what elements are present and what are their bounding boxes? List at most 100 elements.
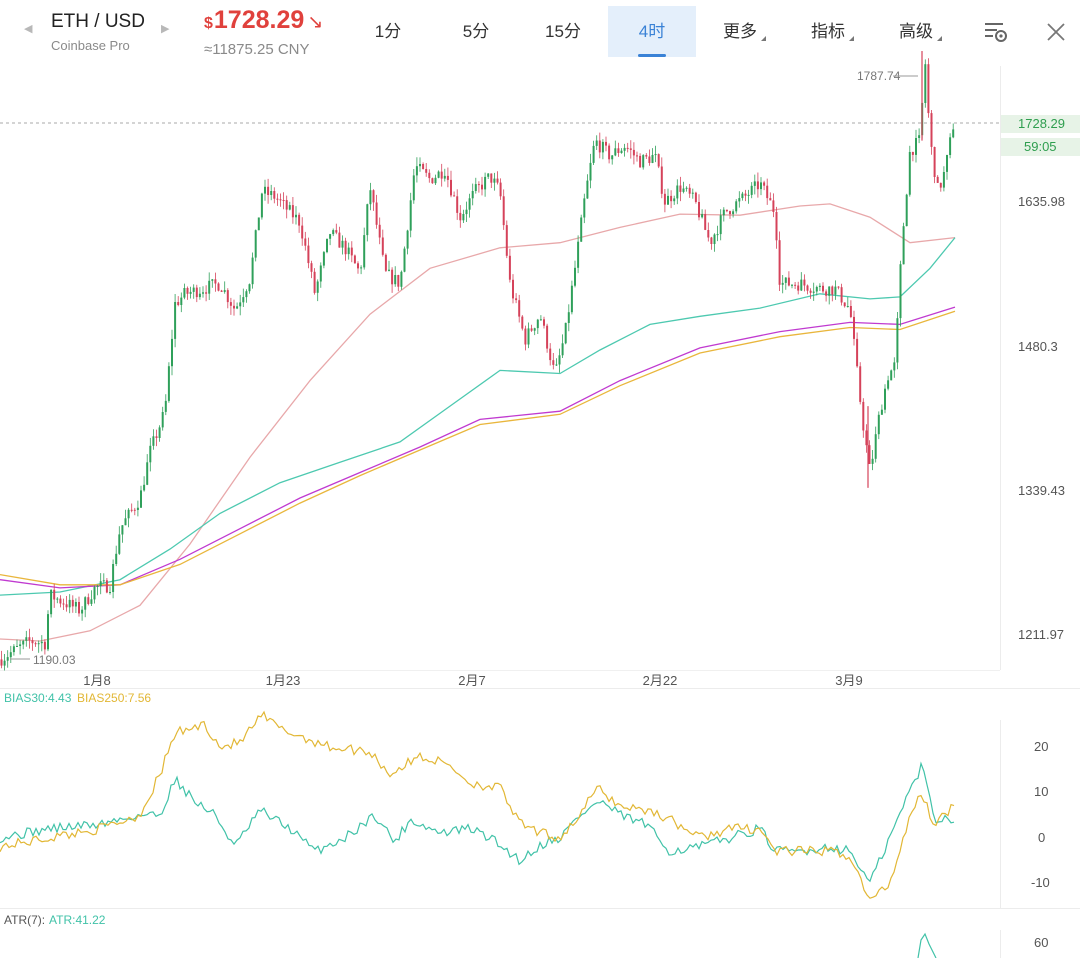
candle-body	[391, 269, 394, 285]
candle-body	[769, 198, 772, 201]
candle-body	[853, 316, 855, 339]
candle-body	[409, 200, 412, 231]
candle-body	[760, 182, 762, 190]
candle-body	[930, 113, 933, 147]
candle-body	[806, 285, 809, 291]
candle-body	[285, 200, 288, 210]
candle-body	[229, 302, 232, 306]
candle-body	[787, 277, 790, 286]
tab-5min[interactable]: 5分	[440, 6, 512, 57]
candle-body	[911, 152, 914, 155]
right-arrow-icon[interactable]: ▶	[161, 23, 170, 35]
candle-body	[552, 360, 555, 365]
candle-body	[208, 280, 211, 294]
candle-body	[394, 275, 397, 285]
candle-body	[121, 525, 124, 535]
candle-body	[645, 155, 648, 157]
candle-body	[313, 271, 316, 293]
candle-body	[803, 279, 806, 286]
candle-body	[592, 145, 595, 163]
currency-sign: $	[204, 15, 213, 32]
candle-body	[81, 609, 84, 614]
candle-body	[19, 644, 22, 646]
symbol-title[interactable]: ETH / USD	[51, 11, 145, 32]
candle-body	[797, 285, 800, 291]
chart-settings-icon[interactable]	[982, 20, 1010, 44]
tab-4h[interactable]: 4时	[608, 6, 696, 57]
tab-label: 1分	[374, 22, 402, 41]
moving-average-line	[0, 310, 956, 586]
bias-tick: 10	[1034, 784, 1048, 799]
candle-body	[397, 275, 400, 287]
candle-body	[865, 430, 868, 446]
candle-body	[428, 172, 431, 179]
candle-body	[871, 458, 874, 464]
left-arrow-icon[interactable]: ◀	[24, 23, 33, 35]
candle-body	[180, 297, 183, 305]
candle-body	[37, 643, 40, 645]
candle-body	[527, 328, 530, 345]
candle-body	[465, 209, 468, 215]
candle-body	[319, 265, 322, 282]
candle-body	[766, 185, 769, 199]
tab-advanced[interactable]: 高级	[880, 6, 952, 57]
tab-15min[interactable]: 15分	[527, 6, 599, 57]
candle-body	[273, 191, 276, 199]
tab-label: 15分	[545, 22, 581, 41]
countdown-value: 59:05	[1024, 139, 1057, 154]
candle-body	[636, 155, 638, 157]
candle-body	[744, 193, 747, 196]
candle-body	[78, 602, 80, 614]
candle-body	[561, 343, 564, 356]
candle-body	[791, 284, 793, 286]
atr-line	[917, 932, 937, 958]
tab-indicators[interactable]: 指标	[792, 6, 864, 57]
candle-body	[112, 564, 115, 592]
down-arrow-icon: ↘	[307, 12, 324, 33]
candle-body	[189, 291, 192, 294]
dropdown-corner-icon	[937, 36, 942, 41]
candle-body	[34, 643, 37, 645]
candle-body	[918, 135, 921, 138]
candle-body	[536, 319, 539, 329]
candle-body	[9, 652, 12, 658]
candle-body	[884, 388, 886, 410]
atr-legend-value: ATR:41.22	[49, 913, 106, 927]
candle-body	[304, 238, 307, 246]
candle-body	[701, 214, 704, 218]
candle-body	[719, 215, 722, 235]
candle-body	[735, 201, 738, 212]
candle-body	[233, 305, 235, 309]
candle-body	[96, 586, 99, 587]
candle-body	[99, 581, 102, 586]
bias30-legend: BIAS30:4.43	[4, 691, 72, 705]
close-icon[interactable]	[1046, 22, 1066, 42]
tab-1min[interactable]: 1分	[352, 6, 424, 57]
candle-body	[127, 509, 130, 519]
candle-body	[443, 175, 446, 179]
tab-label: 指标	[811, 22, 845, 41]
candle-body	[186, 288, 189, 294]
candle-body	[583, 198, 586, 218]
price-tick: 1211.97	[1018, 627, 1064, 642]
tab-label: 高级	[899, 22, 933, 41]
candle-body	[220, 290, 223, 292]
candle-body	[406, 230, 409, 249]
candle-body	[716, 234, 719, 236]
moving-averages	[0, 203, 956, 642]
candle-body	[369, 190, 372, 205]
candle-body	[679, 185, 682, 192]
candle-body	[71, 599, 74, 607]
tab-more[interactable]: 更多	[704, 6, 776, 57]
candle-body	[856, 338, 859, 367]
candle-body	[291, 205, 294, 218]
candle-body	[490, 173, 493, 183]
candle-body	[22, 640, 25, 645]
candle-body	[264, 186, 266, 194]
candle-body	[648, 156, 651, 163]
candle-body	[332, 230, 335, 235]
date-tick: 2月7	[458, 673, 485, 688]
candle-body	[0, 659, 3, 666]
candle-body	[211, 279, 214, 281]
